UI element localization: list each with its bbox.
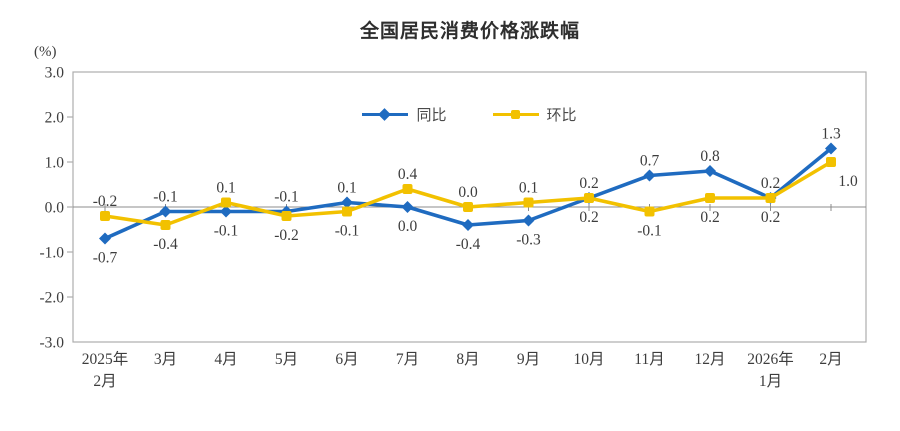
mom-point-marker bbox=[342, 206, 352, 217]
y-tick-label: -2.0 bbox=[39, 290, 64, 307]
x-tick-label: 6月 bbox=[335, 351, 358, 368]
yoy-point-marker bbox=[99, 232, 111, 245]
data-label: -0.1 bbox=[214, 223, 239, 240]
x-tick-label: 5月 bbox=[275, 351, 298, 368]
data-label: 0.0 bbox=[458, 184, 478, 201]
yoy-line-swatch-icon bbox=[362, 107, 409, 121]
mom-point-marker bbox=[826, 157, 836, 167]
data-label: 0.2 bbox=[700, 209, 719, 226]
x-tick-label: 10月 bbox=[573, 351, 604, 368]
mom-point-marker bbox=[523, 197, 534, 208]
mom-point-marker bbox=[221, 197, 231, 208]
x-tick-label: 8月 bbox=[456, 351, 479, 368]
legend-label-yoy: 同比 bbox=[416, 107, 447, 124]
mom-point-marker bbox=[765, 193, 776, 203]
y-tick-label: 3.0 bbox=[45, 65, 65, 82]
yoy-point-marker bbox=[704, 165, 716, 177]
mom-point-marker bbox=[463, 202, 473, 212]
yoy-point-marker bbox=[643, 169, 656, 182]
data-label: 1.3 bbox=[821, 126, 841, 143]
data-label: 0.2 bbox=[579, 175, 598, 192]
y-tick-label: 1.0 bbox=[45, 155, 65, 172]
y-tick-label: -1.0 bbox=[39, 245, 64, 262]
x-tick-label: 4月 bbox=[214, 351, 237, 368]
x-tick-label: 11月 bbox=[634, 351, 664, 368]
data-label: 0.2 bbox=[761, 175, 780, 192]
y-axis-unit-label: (%) bbox=[34, 44, 57, 60]
yoy-point-marker bbox=[341, 196, 353, 209]
y-tick-label: -3.0 bbox=[39, 335, 64, 352]
yoy-point-marker bbox=[522, 214, 535, 227]
legend-item-yoy: 同比 bbox=[362, 104, 447, 125]
data-label: 0.8 bbox=[700, 148, 720, 165]
legend: 同比 环比 bbox=[73, 104, 866, 124]
data-label: 0.1 bbox=[519, 180, 538, 197]
legend-label-mom: 环比 bbox=[546, 107, 577, 124]
data-label: -0.4 bbox=[456, 236, 481, 253]
legend-item-mom: 环比 bbox=[492, 104, 577, 125]
x-tick-label: 1月 bbox=[759, 373, 782, 390]
x-tick-label: 2月 bbox=[93, 373, 116, 390]
mom-point-marker bbox=[644, 206, 655, 217]
yoy-point-marker bbox=[159, 205, 172, 218]
chart-title: 全国居民消费价格涨跌幅 bbox=[359, 21, 580, 42]
data-label: 0.4 bbox=[398, 166, 418, 183]
mom-point-marker bbox=[100, 211, 110, 221]
data-label: 0.7 bbox=[640, 153, 660, 170]
data-label: 0.1 bbox=[337, 180, 356, 197]
x-tick-label: 9月 bbox=[517, 351, 540, 368]
data-label: -0.1 bbox=[274, 189, 299, 206]
data-label: 1.0 bbox=[838, 173, 858, 190]
data-label: 0.2 bbox=[761, 209, 780, 226]
data-label: 0.1 bbox=[216, 180, 235, 197]
mom-point-marker bbox=[160, 220, 171, 230]
mom-point-marker bbox=[281, 211, 292, 221]
data-label: -0.1 bbox=[637, 223, 662, 240]
data-label: -0.1 bbox=[335, 223, 360, 240]
data-label: -0.7 bbox=[93, 250, 118, 267]
y-tick-label: 0.0 bbox=[45, 200, 65, 217]
yoy-point-marker bbox=[220, 205, 232, 218]
mom-line-swatch-icon bbox=[492, 108, 539, 120]
x-tick-label: 2026年 bbox=[747, 350, 794, 368]
yoy-point-marker bbox=[401, 201, 414, 213]
data-label: 0.0 bbox=[398, 218, 418, 235]
yoy-point-marker bbox=[462, 219, 474, 231]
mom-point-marker bbox=[584, 193, 594, 203]
x-tick-label: 2月 bbox=[819, 351, 842, 368]
x-tick-label: 12月 bbox=[694, 351, 725, 368]
data-label: 0.2 bbox=[579, 209, 598, 226]
data-label: -0.2 bbox=[93, 193, 118, 210]
yoy-point-marker bbox=[825, 142, 837, 155]
data-label: -0.3 bbox=[516, 232, 541, 249]
mom-point-marker bbox=[402, 184, 413, 194]
data-label: -0.4 bbox=[153, 236, 178, 253]
data-label: -0.2 bbox=[274, 227, 299, 244]
x-tick-label: 2025年 bbox=[82, 350, 129, 368]
mom-point-marker bbox=[705, 193, 715, 203]
x-tick-label: 3月 bbox=[154, 351, 177, 368]
x-tick-label: 7月 bbox=[396, 351, 419, 368]
data-label: -0.1 bbox=[153, 189, 178, 206]
y-tick-label: 2.0 bbox=[45, 110, 65, 127]
